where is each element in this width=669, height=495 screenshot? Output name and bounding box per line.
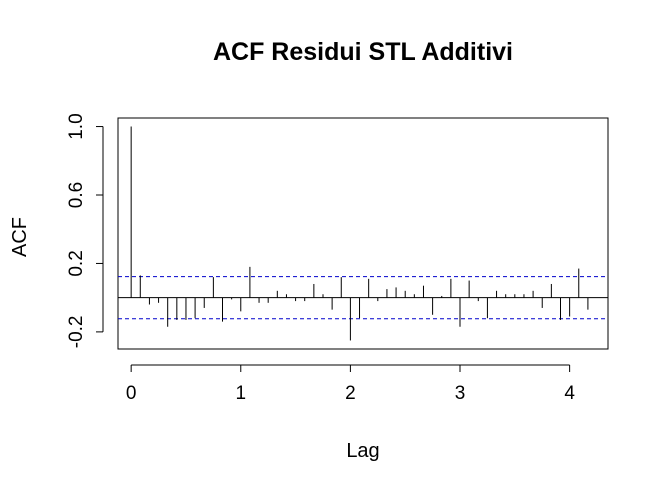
y-tick-label: 1.0 <box>66 113 87 139</box>
y-tick-label: -0.2 <box>66 316 87 349</box>
acf-bars <box>118 126 608 341</box>
y-tick-label: 0.6 <box>66 182 87 208</box>
x-tick-label: 3 <box>455 383 466 404</box>
x-tick-label: 0 <box>126 383 137 404</box>
x-axis-label: Lag <box>346 440 379 462</box>
y-tick-label: 0.2 <box>66 250 87 276</box>
plot-frame <box>117 117 609 350</box>
y-axis-label: ACF <box>9 217 31 257</box>
axes: 0 1 2 3 4 -0.2 0.2 0.6 1.0 <box>66 113 575 404</box>
x-tick-label: 4 <box>564 383 575 404</box>
chart-title: ACF Residui STL Additivi <box>213 38 513 66</box>
x-tick-label: 1 <box>235 383 246 404</box>
x-tick-label: 2 <box>345 383 356 404</box>
